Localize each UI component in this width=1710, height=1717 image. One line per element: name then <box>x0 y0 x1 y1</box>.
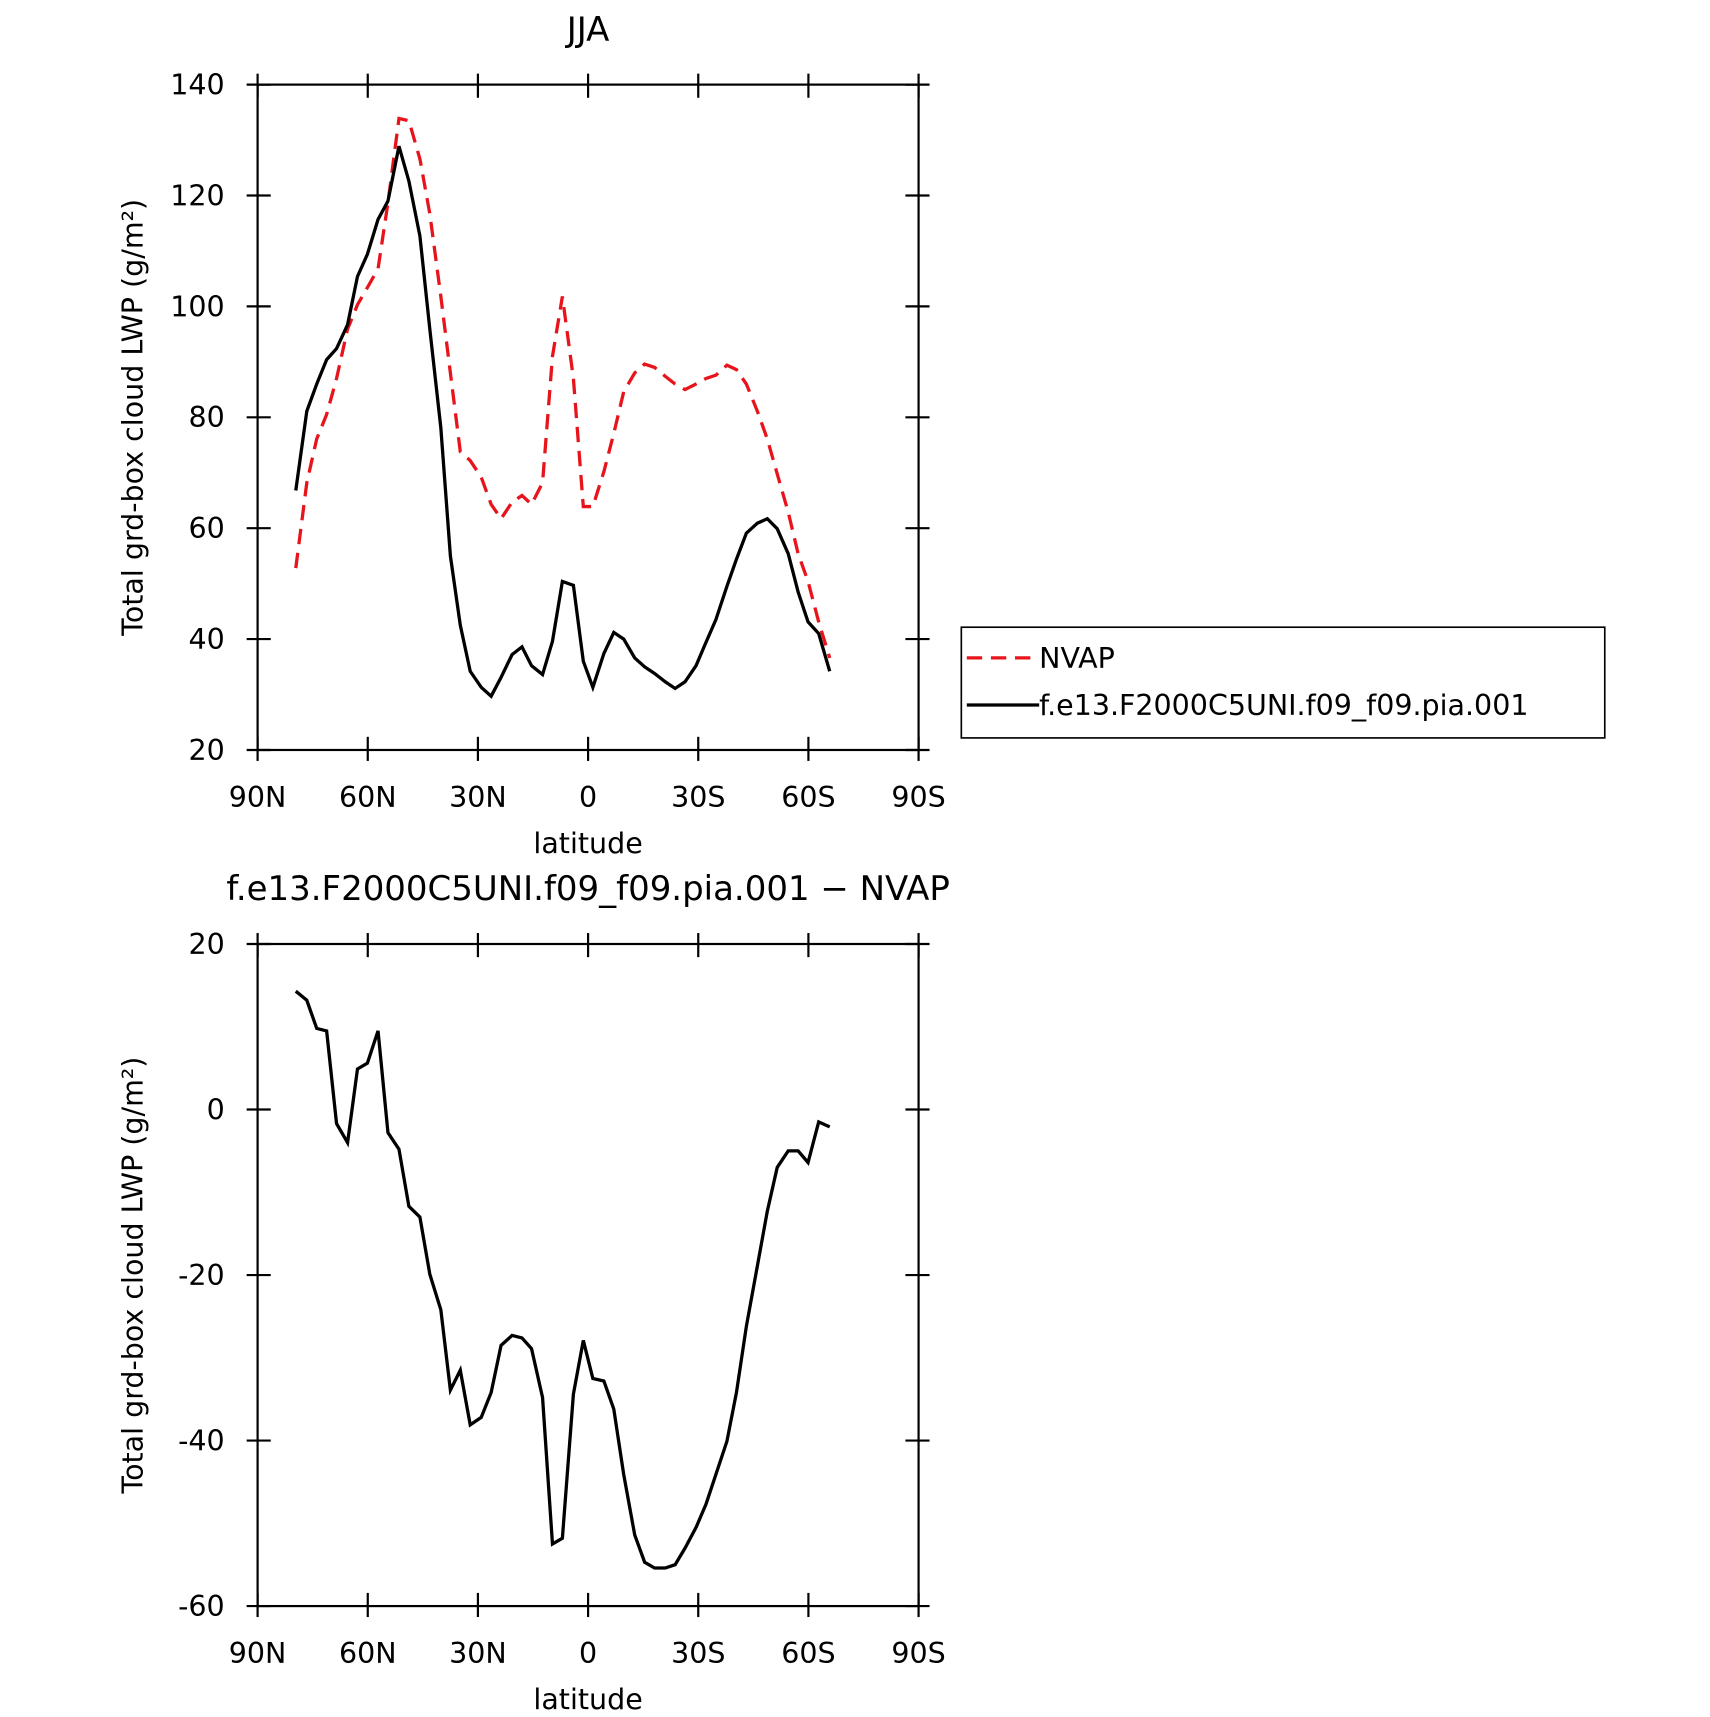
data-line <box>294 145 832 699</box>
y-tick-label: -60 <box>178 1590 225 1623</box>
y-tick-label: 60 <box>188 512 224 545</box>
x-tick-label: 0 <box>579 781 597 814</box>
y-axis-label: Total grd-box cloud LWP (g/m²) <box>116 1057 149 1495</box>
x-tick-label: 60S <box>781 781 835 814</box>
plot-frame <box>256 942 920 1608</box>
y-tick-label: -40 <box>178 1424 225 1457</box>
y-tick-label: 0 <box>207 1093 225 1126</box>
x-tick-label: 90N <box>229 781 287 814</box>
x-tick-label: 60N <box>339 781 397 814</box>
y-tick-label: 140 <box>170 68 224 101</box>
chart-title: f.e13.F2000C5UNI.f09_f09.pia.001 − NVAP <box>226 869 949 909</box>
x-axis-label: latitude <box>533 1683 642 1716</box>
x-tick-label: 30N <box>449 1637 507 1670</box>
x-tick-label: 90S <box>891 1637 945 1670</box>
x-tick-label: 30S <box>671 781 725 814</box>
x-tick-label: 60N <box>339 1637 397 1670</box>
y-tick-label: 100 <box>170 290 224 323</box>
x-tick-label: 90S <box>891 781 945 814</box>
y-tick-label: 20 <box>188 928 224 961</box>
x-tick-label: 60S <box>781 1637 835 1670</box>
legend: NVAP f.e13.F2000C5UNI.f09_f09.pia.001 <box>960 626 1606 739</box>
x-tick-label: 90N <box>229 1637 287 1670</box>
data-line <box>294 116 832 659</box>
data-line <box>294 989 831 1570</box>
y-tick-label: 20 <box>188 734 224 767</box>
y-tick-label: 40 <box>188 623 224 656</box>
y-tick-label: 120 <box>170 179 224 212</box>
x-axis-label: latitude <box>533 827 642 860</box>
legend-label: NVAP <box>1039 642 1115 675</box>
x-tick-label: 30S <box>671 1637 725 1670</box>
chart-title: JJA <box>565 10 610 50</box>
plot-frame <box>256 83 920 752</box>
y-tick-label: -20 <box>178 1259 225 1292</box>
legend-label: f.e13.F2000C5UNI.f09_f09.pia.001 <box>1039 689 1528 722</box>
y-axis-label: Total grd-box cloud LWP (g/m²) <box>117 199 150 637</box>
x-tick-label: 30N <box>449 781 507 814</box>
x-tick-label: 0 <box>579 1637 597 1670</box>
legend-box <box>960 626 1606 739</box>
y-tick-label: 80 <box>188 401 224 434</box>
